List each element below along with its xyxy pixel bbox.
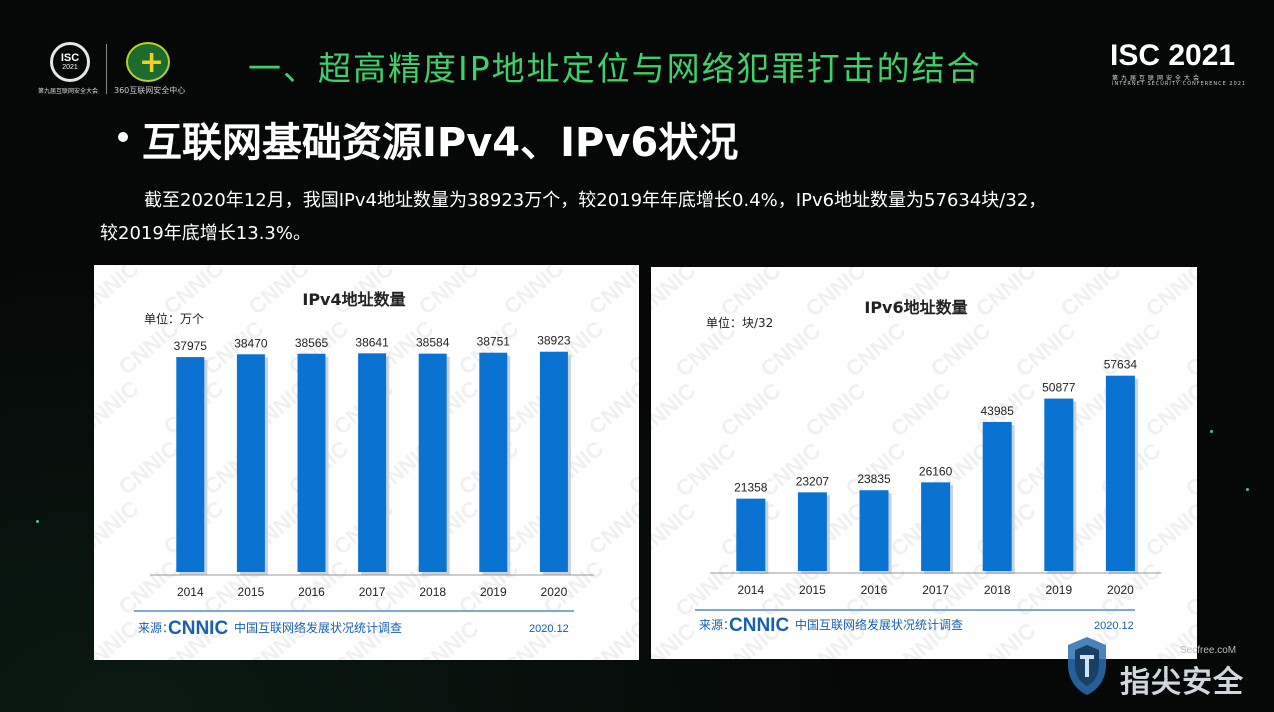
- data-label: 38470: [234, 336, 268, 350]
- isc-brand: ISC 2021: [1110, 39, 1236, 72]
- chart-unit-label: 单位：块/32: [706, 315, 773, 330]
- chart-unit-label: 单位：万个: [144, 311, 204, 326]
- x-tick-label: 2016: [861, 583, 888, 597]
- data-label: 37975: [174, 339, 208, 353]
- data-label: 38751: [477, 335, 511, 349]
- data-label: 38923: [537, 334, 571, 348]
- bar: [921, 482, 951, 571]
- section-title: 一、超高精度IP地址定位与网络犯罪打击的结合: [248, 49, 982, 88]
- x-tick-label: 2018: [419, 585, 446, 599]
- data-label: 43985: [981, 404, 1015, 418]
- cnnic-logo: CNNIC: [168, 618, 228, 639]
- bar: [479, 352, 508, 572]
- isc-badge-caption: 第九届互联网安全大会: [38, 88, 99, 95]
- source-date: 2020.12: [529, 623, 569, 635]
- x-tick-label: 2014: [177, 585, 204, 599]
- data-label: 50877: [1042, 381, 1076, 395]
- source-date: 2020.12: [1094, 620, 1134, 632]
- body-paragraph: 截至2020年12月，我国IPv4地址数量为38923万个，较2019年年底增长…: [100, 184, 1200, 250]
- partner-caption: 360互联网安全中心: [114, 86, 186, 95]
- bar: [236, 354, 265, 572]
- bullet-icon: [118, 132, 128, 142]
- cnnic-logo: CNNIC: [729, 615, 789, 636]
- decor-dot: [1246, 488, 1249, 491]
- footer-site: Secfree.coM: [1180, 645, 1237, 656]
- isc-brand-subtitle-cn: 第九届互联网安全大会: [1112, 75, 1203, 82]
- x-tick-label: 2018: [984, 583, 1011, 597]
- x-tick-label: 2020: [1107, 583, 1134, 597]
- body-line-2: 较2019年底增长13.3%。: [100, 223, 311, 244]
- data-label: 57634: [1104, 358, 1138, 372]
- decor-dot: [1210, 430, 1213, 433]
- data-label: 23835: [857, 472, 891, 486]
- isc-badge-line2: 2021: [62, 63, 78, 71]
- footer-brand: 指尖安全: [1120, 665, 1244, 700]
- source-label: 来源：: [699, 618, 735, 632]
- data-label: 38584: [416, 336, 450, 350]
- x-tick-label: 2019: [1045, 583, 1072, 597]
- source-organization: 中国互联网络发展状况统计调查: [234, 620, 402, 635]
- decor-dot: [36, 520, 39, 523]
- x-tick-label: 2017: [922, 583, 949, 597]
- data-label: 38565: [295, 336, 329, 350]
- x-tick-label: 2019: [480, 585, 507, 599]
- logo-divider: [106, 44, 107, 94]
- data-label: 26160: [919, 464, 953, 478]
- x-tick-label: 2015: [238, 585, 265, 599]
- bar: [1044, 398, 1074, 571]
- page-title: 互联网基础资源IPv4、IPv6状况: [142, 120, 739, 166]
- body-line-1: 截至2020年12月，我国IPv4地址数量为38923万个，较2019年年底增长…: [144, 190, 1047, 211]
- isc-badge-logo: ISC 2021: [50, 42, 90, 82]
- chart-title: IPv6地址数量: [864, 298, 967, 317]
- data-label: 38641: [355, 335, 389, 349]
- data-label: 23207: [796, 474, 830, 488]
- x-tick-label: 2017: [359, 585, 386, 599]
- bar: [418, 353, 447, 572]
- bar: [859, 490, 889, 571]
- bar: [797, 492, 827, 571]
- x-tick-label: 2020: [541, 585, 568, 599]
- partner-emblem-icon: [126, 42, 170, 82]
- bar: [1105, 375, 1135, 571]
- x-tick-label: 2015: [799, 583, 826, 597]
- bar: [297, 353, 326, 572]
- isc-brand-subtitle-en: INTERNET SECURITY CONFERENCE 2021: [1112, 81, 1247, 87]
- bar: [176, 357, 205, 572]
- data-label: 21358: [734, 481, 768, 495]
- x-tick-label: 2016: [298, 585, 325, 599]
- x-tick-label: 2014: [737, 583, 764, 597]
- bar: [736, 498, 766, 571]
- isc-badge-line1: ISC: [60, 51, 80, 64]
- bar: [358, 353, 387, 572]
- chart-title: IPv4地址数量: [302, 290, 405, 309]
- bar: [982, 421, 1012, 571]
- shield-icon: [1068, 637, 1106, 695]
- ipv6-chart-panel: CNNIC CNNIC CNNIC CNNIC CNNIC CNNIC CNNIC CNNIC…: [651, 267, 1197, 659]
- source-label: 来源：: [138, 621, 174, 635]
- bar: [539, 351, 568, 572]
- ipv4-chart-panel: CNNIC CNNIC CNNIC CNNIC CNNIC CNNIC CNNIC CNNIC…: [94, 265, 639, 660]
- source-organization: 中国互联网络发展状况统计调查: [795, 617, 963, 632]
